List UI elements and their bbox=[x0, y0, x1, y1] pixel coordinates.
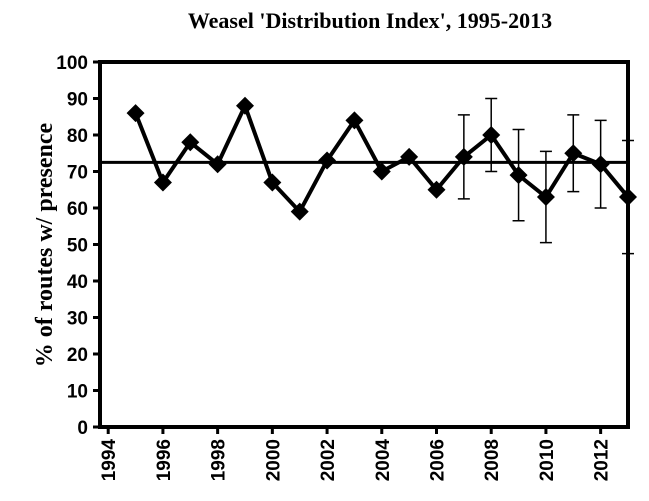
y-tick-label: 70 bbox=[67, 163, 88, 184]
y-tick-label: 50 bbox=[67, 236, 88, 257]
marker bbox=[318, 151, 337, 170]
marker bbox=[427, 180, 446, 199]
chart-title: Weasel 'Distribution Index', 1995-2013 bbox=[188, 8, 552, 33]
y-tick-label: 20 bbox=[67, 345, 88, 366]
y-tick-label: 100 bbox=[56, 53, 88, 74]
marker bbox=[153, 173, 172, 192]
marker bbox=[564, 144, 583, 163]
y-tick-label: 10 bbox=[67, 382, 88, 403]
x-tick-label: 2012 bbox=[592, 439, 613, 481]
marker bbox=[181, 133, 200, 152]
y-tick-label: 0 bbox=[77, 418, 88, 439]
y-tick-label: 40 bbox=[67, 272, 88, 293]
marker bbox=[290, 202, 309, 221]
marker bbox=[235, 96, 254, 115]
y-axis-label: % of routes w/ presence bbox=[32, 122, 58, 367]
marker bbox=[619, 188, 637, 207]
marker bbox=[482, 126, 501, 144]
x-tick-label: 2000 bbox=[263, 439, 284, 481]
marker bbox=[454, 147, 473, 166]
marker bbox=[126, 104, 145, 123]
marker bbox=[372, 162, 391, 181]
marker bbox=[591, 155, 610, 174]
marker bbox=[536, 188, 555, 207]
x-tick-label: 2008 bbox=[482, 439, 503, 481]
marker bbox=[345, 111, 364, 130]
x-tick-label: 1998 bbox=[209, 439, 230, 481]
x-tick-label: 2002 bbox=[318, 439, 339, 481]
x-tick-label: 2010 bbox=[537, 439, 558, 481]
marker bbox=[400, 147, 419, 166]
x-tick-label: 2006 bbox=[427, 439, 448, 481]
y-tick-label: 60 bbox=[67, 199, 88, 220]
y-tick-label: 30 bbox=[67, 309, 88, 330]
y-tick-label: 80 bbox=[67, 126, 88, 147]
x-tick-label: 1994 bbox=[99, 439, 120, 482]
marker bbox=[509, 166, 528, 185]
plot-frame bbox=[98, 60, 630, 429]
x-tick-label: 2004 bbox=[373, 439, 394, 482]
x-tick-label: 1996 bbox=[154, 439, 175, 481]
marker bbox=[263, 173, 282, 192]
y-tick-label: 90 bbox=[67, 90, 88, 111]
marker bbox=[208, 155, 227, 174]
series-line bbox=[133, 100, 630, 216]
